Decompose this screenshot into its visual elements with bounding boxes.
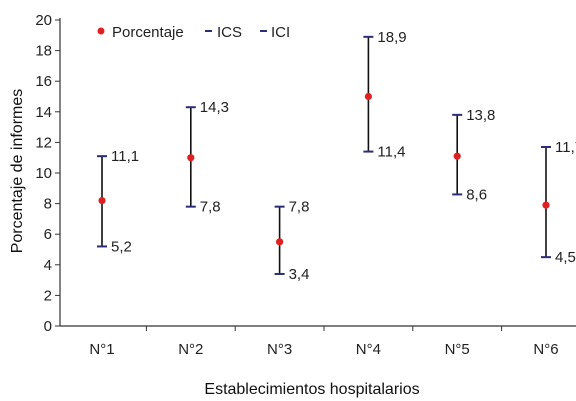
ici-data-label: 3,4 (289, 266, 310, 283)
y-tick-label: 18 (35, 43, 52, 60)
legend-ici-label: ICI (271, 24, 290, 41)
x-tick-label: N°6 (533, 341, 558, 358)
y-tick-label: 0 (44, 318, 52, 335)
ics-data-label: 11,7 (555, 139, 576, 156)
data-point (364, 92, 372, 101)
legend-porcentaje-label: Porcentaje (112, 24, 184, 41)
ics-data-label: 18,9 (377, 29, 406, 46)
x-tick-label: N°1 (89, 341, 114, 358)
ics-data-label: 14,3 (200, 99, 229, 116)
data-point (276, 238, 284, 246)
x-axis-title: Establecimientos hospitalarios (204, 381, 419, 398)
marks: 11,1 5,2 14,3 7,8 7,8 3,4 18,9 11,4 13,8 8,6 11,7 4… (97, 29, 576, 283)
data-point (542, 201, 550, 209)
ici-data-label: 5,2 (111, 238, 132, 255)
data-point (187, 154, 195, 162)
ici-data-label: 7,8 (200, 199, 221, 216)
y-tick-label: 4 (44, 257, 52, 274)
y-tick-label: 20 (35, 12, 52, 29)
x-tick-label: N°2 (178, 341, 203, 358)
legend-ics-label: ICS (217, 24, 242, 41)
data-point (98, 196, 106, 205)
y-tick-label: 8 (44, 196, 52, 213)
y-tick-label: 6 (44, 226, 52, 243)
data-point (453, 152, 461, 160)
x-tick-label: N°3 (267, 341, 292, 358)
ici-data-label: 8,6 (466, 186, 487, 203)
y-tick-label: 2 (44, 287, 52, 304)
y-tick-label: 16 (35, 73, 52, 90)
legend: Porcentaje ICS ICI (97, 24, 290, 41)
y-tick-label: 14 (35, 104, 52, 121)
legend-porcentaje-marker (97, 27, 105, 35)
x-tick-label: N°5 (445, 341, 470, 358)
ics-data-label: 11,1 (111, 148, 139, 165)
ics-data-label: 13,8 (466, 107, 495, 124)
y-tick-label: 10 (35, 165, 52, 182)
axes: 0 2 4 6 8 10 12 14 16 18 20 N°1 N°2 N°3 N°4 N°5 N°6 (35, 12, 576, 358)
y-axis-title: Porcentaje de informes (9, 89, 26, 254)
ici-data-label: 11,4 (377, 144, 405, 161)
y-tick-label: 12 (35, 134, 52, 151)
ici-data-label: 4,5 (555, 249, 576, 266)
ics-data-label: 7,8 (289, 199, 310, 216)
x-tick-label: N°4 (356, 341, 381, 358)
